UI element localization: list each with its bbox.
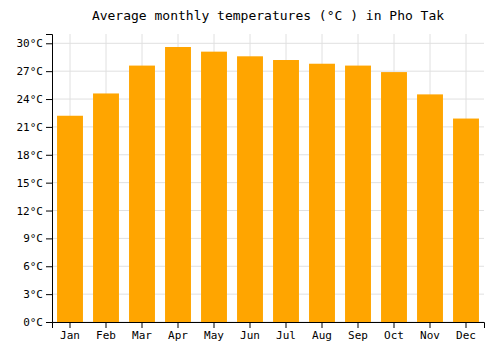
y-axis: 0°C 3°C 6°C 9°C 12°C 15°C 18°C 21°C 24°C 27°C 30°C [17, 35, 53, 330]
tick-label: Jan [60, 329, 80, 342]
tick-mark [70, 322, 71, 328]
tick-label: 6°C [23, 260, 43, 273]
tick-label: Apr [168, 329, 188, 342]
tick-mark [394, 322, 395, 328]
tick-mark [358, 322, 359, 328]
tick: Nov [420, 322, 440, 342]
bar [165, 47, 191, 322]
bar [201, 52, 227, 322]
tick: 12°C [17, 205, 53, 218]
tick-mark [46, 322, 52, 323]
chart: Average monthly temperatures (°C ) in Ph… [0, 0, 500, 350]
bar [273, 60, 299, 322]
tick-mark [46, 99, 52, 100]
bar [129, 66, 155, 322]
axis-line [46, 35, 53, 323]
tick-label: Mar [132, 329, 152, 342]
tick-label: 12°C [17, 205, 44, 218]
tick: 15°C [17, 177, 53, 190]
grid-line [52, 43, 484, 44]
tick-mark [46, 127, 52, 128]
tick-mark [46, 294, 52, 295]
tick-label: Jul [276, 329, 296, 342]
tick: 6°C [23, 260, 52, 273]
tick-label: Feb [96, 329, 116, 342]
tick: Sep [348, 322, 368, 342]
bars [57, 47, 479, 322]
bar [345, 66, 371, 322]
tick-label: Aug [312, 329, 332, 342]
tick-mark [178, 322, 179, 328]
tick-mark [430, 322, 431, 328]
tick-mark [142, 322, 143, 328]
tick-mark [46, 183, 52, 184]
grid [52, 34, 484, 322]
tick-label: Oct [384, 329, 404, 342]
tick: 30°C [17, 37, 53, 50]
bar [417, 94, 443, 322]
tick: Aug [312, 322, 332, 342]
bar [93, 93, 119, 322]
tick: 3°C [23, 288, 52, 301]
tick: 18°C [17, 149, 53, 162]
tick-mark [106, 322, 107, 328]
bar [57, 116, 83, 322]
tick: Mar [132, 322, 152, 342]
tick: Jul [276, 322, 296, 342]
tick-mark [46, 71, 52, 72]
tick-label: 9°C [23, 232, 43, 245]
tick-mark [250, 322, 251, 328]
tick: Oct [384, 322, 404, 342]
tick-label: 24°C [17, 93, 44, 106]
bar [381, 72, 407, 322]
tick-mark [46, 266, 52, 267]
plot: Jan Feb Mar Apr May Jun Jul Aug Sep Oct Nov Dec 0°C 3… [17, 34, 485, 342]
tick-label: 3°C [23, 288, 43, 301]
tick: May [204, 322, 224, 342]
tick-label: 21°C [17, 121, 44, 134]
bar [453, 119, 479, 322]
tick: Dec [456, 322, 476, 342]
tick: Jan [60, 322, 80, 342]
tick: Jun [240, 322, 260, 342]
bar [237, 56, 263, 322]
tick-label: May [204, 329, 224, 342]
tick-mark [466, 322, 467, 328]
tick-label: Jun [240, 329, 260, 342]
bar [309, 64, 335, 322]
tick: 0°C [23, 316, 52, 329]
tick-label: 18°C [17, 149, 44, 162]
axis-line [53, 323, 485, 329]
tick-label: Sep [348, 329, 368, 342]
tick: 24°C [17, 93, 53, 106]
tick: 27°C [17, 65, 53, 78]
tick-mark [46, 43, 52, 44]
tick-mark [214, 322, 215, 328]
tick-label: 30°C [17, 37, 44, 50]
tick-label: Nov [420, 329, 440, 342]
grid-line [52, 71, 484, 72]
tick-mark [46, 211, 52, 212]
tick: Feb [96, 322, 116, 342]
tick: Apr [168, 322, 188, 342]
tick-label: Dec [456, 329, 476, 342]
tick-mark [322, 322, 323, 328]
x-axis: Jan Feb Mar Apr May Jun Jul Aug Sep Oct Nov Dec [53, 322, 485, 342]
tick: 21°C [17, 121, 53, 134]
tick-mark [286, 322, 287, 328]
tick-label: 27°C [17, 65, 44, 78]
tick-mark [46, 238, 52, 239]
title: Average monthly temperatures (°C ) in Ph… [92, 8, 444, 23]
tick-mark [46, 155, 52, 156]
tick-label: 0°C [23, 316, 43, 329]
tick: 9°C [23, 232, 52, 245]
tick-label: 15°C [17, 177, 44, 190]
